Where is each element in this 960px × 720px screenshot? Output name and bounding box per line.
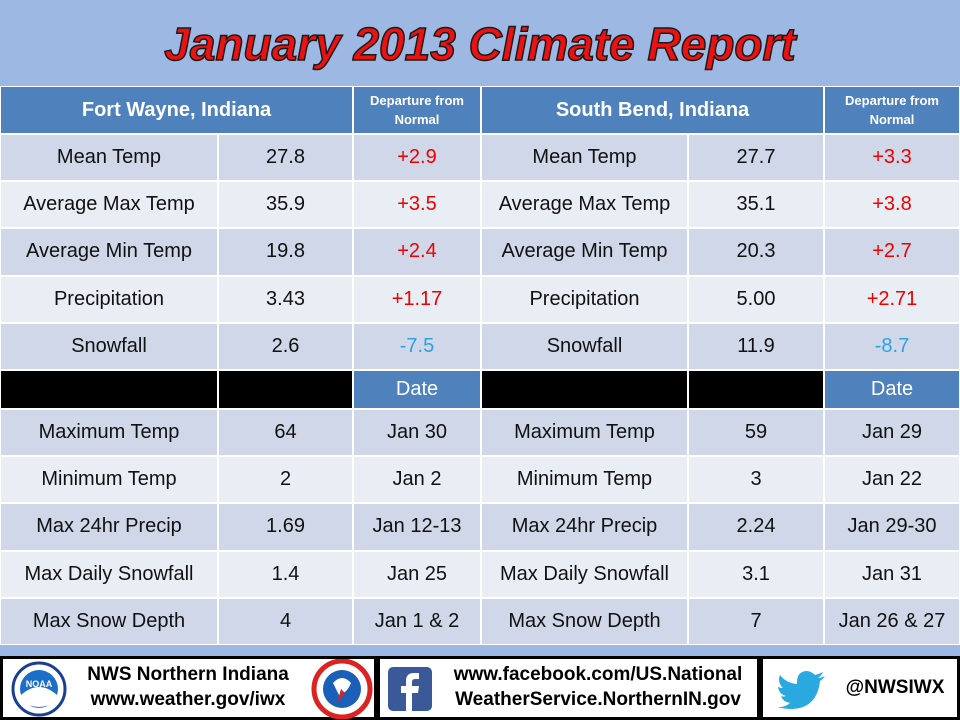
departure-cell: +2.71: [824, 275, 960, 323]
value-cell: 3.1: [688, 550, 824, 598]
label-cell: Snowfall: [481, 322, 688, 370]
label-cell: Maximum Temp: [481, 409, 688, 457]
value-cell: 5.00: [688, 275, 824, 323]
departure-cell: +3.8: [824, 181, 960, 229]
value-cell: 3.43: [218, 275, 353, 323]
departure-cell: +2.9: [353, 134, 481, 182]
nws-logo: [311, 659, 373, 719]
title: January 2013 Climate Report: [164, 18, 797, 70]
value-cell: 2: [218, 456, 353, 504]
header-city: Fort Wayne, Indiana: [0, 86, 353, 134]
label-cell: Average Min Temp: [481, 228, 688, 276]
departure-cell: +2.7: [824, 228, 960, 276]
label-cell: Max Snow Depth: [0, 597, 218, 645]
label-cell: Precipitation: [0, 275, 218, 323]
date-header: Date: [353, 370, 481, 409]
date-cell: Jan 30: [353, 409, 481, 457]
value-cell: 27.8: [218, 134, 353, 182]
label-cell: Minimum Temp: [481, 456, 688, 504]
value-cell: 59: [688, 409, 824, 457]
value-cell: 1.4: [218, 550, 353, 598]
label-cell: Average Max Temp: [0, 181, 218, 229]
title-band: January 2013 Climate Report: [0, 0, 960, 86]
facebook-line1: www.facebook.com/US.National: [453, 664, 743, 685]
label-cell: Max 24hr Precip: [481, 503, 688, 551]
facebook-line2: WeatherService.NorthernIN.gov: [455, 689, 741, 710]
date-cell: Jan 1 & 2: [353, 597, 481, 645]
noaa-logo: NOAA: [11, 661, 67, 717]
label-cell: Maximum Temp: [0, 409, 218, 457]
header-city: South Bend, Indiana: [481, 86, 824, 134]
header-departure: Departure from Normal: [824, 86, 960, 134]
twitter-handle: @NWSIWX: [845, 677, 945, 698]
departure-cell: +3.5: [353, 181, 481, 229]
twitter-icon: [777, 671, 825, 709]
date-cell: Jan 29-30: [824, 503, 960, 551]
label-cell: Snowfall: [0, 322, 218, 370]
departure-cell: +3.3: [824, 134, 960, 182]
value-cell: 4: [218, 597, 353, 645]
value-cell: 3: [688, 456, 824, 504]
divider-cell: [688, 370, 824, 409]
value-cell: 1.69: [218, 503, 353, 551]
date-header: Date: [824, 370, 960, 409]
departure-cell: +2.4: [353, 228, 481, 276]
departure-cell: +1.17: [353, 275, 481, 323]
departure-cell: -7.5: [353, 322, 481, 370]
value-cell: 64: [218, 409, 353, 457]
value-cell: 19.8: [218, 228, 353, 276]
label-cell: Average Min Temp: [0, 228, 218, 276]
departure-cell: -8.7: [824, 322, 960, 370]
value-cell: 27.7: [688, 134, 824, 182]
footer-twitter: @NWSIWX: [760, 656, 960, 720]
footer-office: NOAA NWS Northern Indiana www.weather.go…: [0, 656, 377, 720]
title-svg: January 2013 Climate Report: [164, 17, 799, 71]
value-cell: 35.9: [218, 181, 353, 229]
noaa-text: NOAA: [26, 679, 53, 689]
label-cell: Minimum Temp: [0, 456, 218, 504]
value-cell: 20.3: [688, 228, 824, 276]
label-cell: Mean Temp: [481, 134, 688, 182]
date-cell: Jan 26 & 27: [824, 597, 960, 645]
date-cell: Jan 22: [824, 456, 960, 504]
divider-cell: [218, 370, 353, 409]
date-cell: Jan 25: [353, 550, 481, 598]
divider-cell: [0, 370, 218, 409]
label-cell: Mean Temp: [0, 134, 218, 182]
value-cell: 11.9: [688, 322, 824, 370]
facebook-icon: [388, 667, 432, 711]
date-cell: Jan 31: [824, 550, 960, 598]
header-departure: Departure from Normal: [353, 86, 481, 134]
label-cell: Max Daily Snowfall: [481, 550, 688, 598]
divider-cell: [481, 370, 688, 409]
label-cell: Max Daily Snowfall: [0, 550, 218, 598]
label-cell: Max 24hr Precip: [0, 503, 218, 551]
date-cell: Jan 29: [824, 409, 960, 457]
office-website: www.weather.gov/iwx: [90, 689, 286, 710]
label-cell: Max Snow Depth: [481, 597, 688, 645]
label-cell: Precipitation: [481, 275, 688, 323]
label-cell: Average Max Temp: [481, 181, 688, 229]
date-cell: Jan 2: [353, 456, 481, 504]
value-cell: 2.6: [218, 322, 353, 370]
value-cell: 2.24: [688, 503, 824, 551]
value-cell: 7: [688, 597, 824, 645]
office-name: NWS Northern Indiana: [87, 664, 289, 685]
date-cell: Jan 12-13: [353, 503, 481, 551]
footer-facebook: www.facebook.com/US.National WeatherServ…: [377, 656, 760, 720]
value-cell: 35.1: [688, 181, 824, 229]
